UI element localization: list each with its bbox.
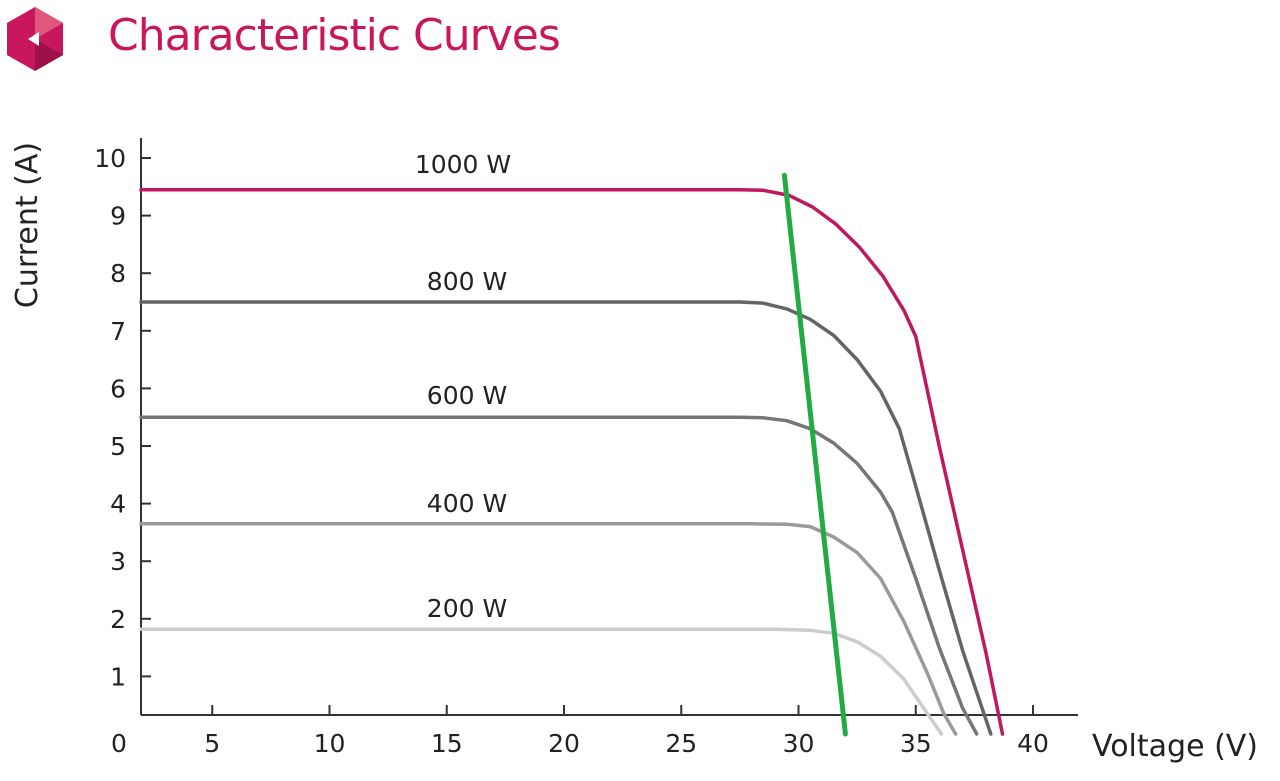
iv-curve-600w xyxy=(139,415,979,736)
y-axis-title: Current (A) xyxy=(10,142,45,308)
y-tick-label: 3 xyxy=(110,547,126,576)
y-tick-label: 2 xyxy=(110,605,126,634)
y-tick-label: 8 xyxy=(110,259,126,288)
series-label-400w: 400 W xyxy=(427,489,507,518)
iv-curve-400w xyxy=(139,522,958,736)
iv-curve-200w xyxy=(139,627,944,736)
mpp-line xyxy=(781,172,848,737)
y-tick-label: 5 xyxy=(110,432,126,461)
y-tick-label: 1 xyxy=(110,662,126,691)
x-tick-label: 20 xyxy=(548,729,580,758)
series-label-1000w: 1000 W xyxy=(415,150,511,179)
x-tick-label: 30 xyxy=(783,729,815,758)
y-tick-label: 10 xyxy=(94,144,126,173)
x-tick-label: 0 xyxy=(111,729,127,758)
x-tick-label: 40 xyxy=(1017,729,1049,758)
y-tick-label: 9 xyxy=(110,202,126,231)
page-title: Characteristic Curves xyxy=(108,10,561,61)
x-tick-label: 15 xyxy=(431,729,463,758)
series-label-800w: 800 W xyxy=(427,267,507,296)
y-tick-label: 6 xyxy=(110,374,126,403)
x-tick-label: 25 xyxy=(665,729,697,758)
x-tick-label: 5 xyxy=(204,729,220,758)
y-tick-label: 4 xyxy=(110,490,126,519)
hexagon-logo-icon xyxy=(7,7,63,71)
x-tick-label: 10 xyxy=(314,729,346,758)
iv-curve-800w xyxy=(139,300,993,736)
series-label-200w: 200 W xyxy=(427,594,507,623)
x-tick-label: 35 xyxy=(900,729,932,758)
x-axis-title: Voltage (V) xyxy=(1092,729,1258,764)
iv-curve-1000w xyxy=(139,187,1005,736)
series-label-600w: 600 W xyxy=(427,381,507,410)
page-header: Characteristic Curves xyxy=(0,0,1280,80)
y-tick-label: 7 xyxy=(110,317,126,346)
